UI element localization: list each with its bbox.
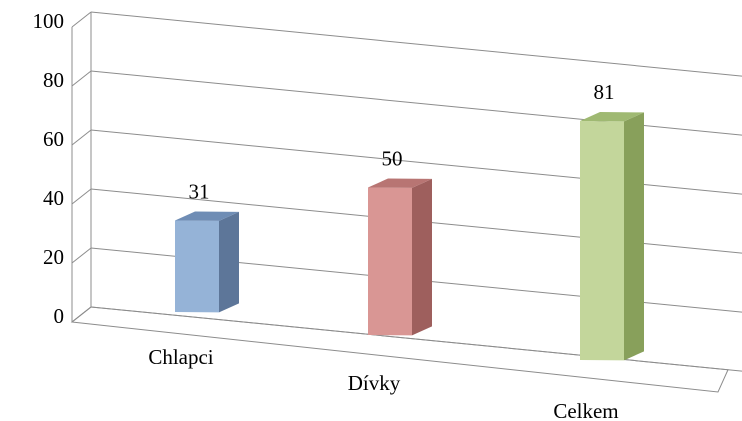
gridline-depth <box>71 70 92 87</box>
bar-top-face <box>175 211 239 221</box>
category-label: Chlapci <box>148 345 213 369</box>
bar-side-face <box>412 178 432 336</box>
y-tick-label: 20 <box>43 245 64 269</box>
gridline-depth <box>71 188 92 205</box>
category-label: Dívky <box>348 371 401 395</box>
data-label: 50 <box>382 147 403 171</box>
gridline <box>90 11 742 77</box>
bars <box>175 112 644 361</box>
bar-side-face <box>624 112 644 361</box>
y-tick-label: 60 <box>43 127 64 151</box>
data-label: 81 <box>594 80 615 104</box>
bar-front-face <box>175 220 219 313</box>
bar-top-face <box>580 112 644 122</box>
bar-side-face <box>219 211 239 313</box>
gridline-depth <box>71 129 92 146</box>
bar <box>175 211 239 313</box>
bar-top-face <box>368 178 432 188</box>
y-tick-label: 0 <box>54 304 65 328</box>
bar-front-face <box>368 187 412 336</box>
y-tick-label: 100 <box>33 9 65 33</box>
data-label: 31 <box>189 180 210 204</box>
y-tick-label: 80 <box>43 68 64 92</box>
bar-front-face <box>580 121 624 361</box>
gridline-depth <box>71 247 92 264</box>
bar <box>580 112 644 361</box>
gridline <box>90 70 742 136</box>
bar <box>368 178 432 336</box>
gridline-depth <box>71 11 92 28</box>
data-labels: 31 50 81 <box>189 80 615 204</box>
chart-frame <box>70 12 729 393</box>
category-label: Celkem <box>553 399 618 421</box>
category-labels: Chlapci Dívky Celkem <box>148 345 618 421</box>
y-axis-ticks: 0 20 40 60 80 100 <box>33 9 65 328</box>
y-tick-label: 40 <box>43 186 64 210</box>
floor-left-edge <box>71 306 92 323</box>
